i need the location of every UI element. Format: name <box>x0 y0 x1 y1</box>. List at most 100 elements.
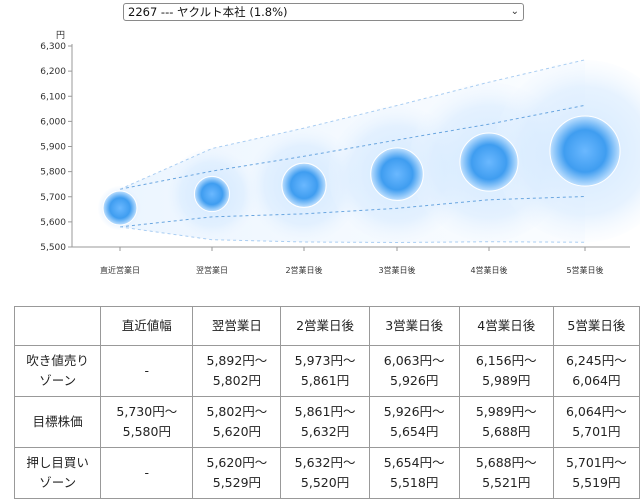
price-value: 5,926円 <box>390 373 439 388</box>
y-tick-label: 5,800 <box>40 168 66 178</box>
table-row: 吹き値売りゾーン - 5,892円〜 5,802円 5,973円〜 5,861円 6,063… <box>13 345 640 397</box>
y-tick-label: 6,300 <box>40 42 66 52</box>
row-label-cell: 吹き値売り ゾーン <box>13 345 102 397</box>
price-range-cell: 6,064円〜 5,701円 <box>552 396 640 448</box>
price-range-cell: 6,245円〜 6,064円 <box>552 345 640 397</box>
table-header-cell: 翌営業日 <box>192 306 282 346</box>
x-tick-label: 2営業日後 <box>285 265 322 275</box>
price-value: 6,063円〜 <box>383 353 445 368</box>
price-value: 5,989円 <box>482 373 531 388</box>
price-range-cell: - <box>100 447 194 499</box>
x-tick-label: 4営業日後 <box>470 265 507 275</box>
price-value: 5,620円 <box>212 424 262 439</box>
price-range-cell: 5,989円〜 5,688円 <box>458 396 554 448</box>
price-value: 5,973円〜 <box>294 353 356 368</box>
outer-upper-line <box>119 59 586 190</box>
price-value: 5,620円〜 <box>206 455 268 470</box>
table-header-row: 直近値幅 翌営業日 2営業日後 3営業日後 4営業日後 5営業日後 <box>13 306 640 346</box>
stock-select-value: 2267 --- ヤクルト本社 (1.8%) <box>128 5 288 19</box>
price-value: 6,245円〜 <box>565 353 627 368</box>
x-tick-label: 5営業日後 <box>566 265 603 275</box>
price-value: 5,892円〜 <box>206 353 268 368</box>
price-table: 直近値幅 翌営業日 2営業日後 3営業日後 4営業日後 5営業日後 吹き値売りゾーン - 5,… <box>13 306 640 499</box>
table-header-cell: 5営業日後 <box>552 306 640 346</box>
target-price-bubble <box>549 115 621 187</box>
price-value: 5,989円〜 <box>475 404 537 419</box>
y-tick-label: 6,100 <box>40 92 66 102</box>
price-range-cell: 5,802円〜 5,620円 <box>192 396 282 448</box>
price-value: 5,701円〜 <box>565 455 627 470</box>
forecast-chart: 円 5,500 5,600 5,700 5,800 5,900 6,000 6,100 6,20… <box>40 30 640 275</box>
outer-lower-line <box>119 226 586 243</box>
price-range-cell: 5,701円〜 5,519円 <box>552 447 640 499</box>
price-range-cell: 5,688円〜 5,521円 <box>458 447 554 499</box>
table-row: 押し目買いゾーン - 5,620円〜 5,529円 5,632円〜 5,520円 5,654… <box>13 447 640 499</box>
y-tick-label: 6,200 <box>40 67 66 77</box>
target-price-bubble <box>102 190 138 226</box>
price-range-cell: 5,730円〜 5,580円 <box>100 396 194 448</box>
x-tick-label: 翌営業日 <box>196 265 228 275</box>
target-price-bubble <box>193 175 231 213</box>
table-corner-cell <box>13 306 102 346</box>
y-tick-label: 6,000 <box>40 117 66 127</box>
y-tick-label: 5,500 <box>40 243 66 253</box>
price-range-cell: 6,063円〜 5,926円 <box>368 345 460 397</box>
table-row: 目標株価 5,730円〜 5,580円 5,802円〜 5,620円 5,861円〜 5,6… <box>13 396 640 448</box>
price-value: 6,064円〜 <box>565 404 627 419</box>
y-tick-label: 5,900 <box>40 143 66 153</box>
price-value: 5,520円 <box>300 475 350 490</box>
row-label-cell: 押し目買い ゾーン <box>13 447 102 499</box>
price-range-cell: 5,926円〜 5,654円 <box>368 396 460 448</box>
target-price-bubble <box>459 132 519 192</box>
price-range-cell: 5,654円〜 5,518円 <box>368 447 460 499</box>
x-tick-label: 直近営業日 <box>100 265 140 275</box>
price-range-cell: - <box>100 345 194 397</box>
price-value: 6,064円 <box>572 373 621 388</box>
row-label-line: 吹き値売り <box>26 353 89 368</box>
price-value: 5,519円 <box>572 475 621 490</box>
price-value: 5,861円〜 <box>294 404 356 419</box>
price-value: - <box>144 465 150 480</box>
price-value: 5,654円〜 <box>383 455 445 470</box>
price-range-cell: 5,632円〜 5,520円 <box>280 447 370 499</box>
upper-band-line <box>119 104 586 190</box>
price-value: 5,802円 <box>212 373 262 388</box>
price-value: 5,730円〜 <box>116 404 178 419</box>
price-value: 5,632円〜 <box>294 455 356 470</box>
price-value: 5,926円〜 <box>383 404 445 419</box>
price-value: 5,701円 <box>572 424 621 439</box>
price-value: 5,521円 <box>482 475 531 490</box>
table-header-cell: 2営業日後 <box>280 306 370 346</box>
row-label-line: 目標株価 <box>32 414 83 429</box>
price-range-cell: 5,861円〜 5,632円 <box>280 396 370 448</box>
price-value: 5,518円 <box>390 475 439 490</box>
y-axis-unit-label: 円 <box>56 30 65 41</box>
y-tick-label: 5,600 <box>40 218 66 228</box>
price-range-cell: 5,973円〜 5,861円 <box>280 345 370 397</box>
price-value: 5,688円 <box>482 424 531 439</box>
target-price-bubble <box>281 162 327 208</box>
row-label-line: ゾーン <box>39 475 77 490</box>
row-label-line: 押し目買い <box>26 455 89 470</box>
price-value: - <box>144 363 150 378</box>
price-value: 5,654円 <box>390 424 439 439</box>
row-label-cell: 目標株価 <box>13 396 102 448</box>
price-value: 6,156円〜 <box>475 353 537 368</box>
chevron-down-icon: ⌄ <box>510 6 519 17</box>
target-price-bubble <box>370 147 424 201</box>
row-label-line: ゾーン <box>39 373 77 388</box>
price-value: 5,861円 <box>300 373 350 388</box>
x-tick-label: 3営業日後 <box>378 265 415 275</box>
lower-band-line <box>119 195 586 228</box>
price-range-cell: 6,156円〜 5,989円 <box>458 345 554 397</box>
y-tick-label: 5,700 <box>40 193 66 203</box>
table-header-cell: 直近値幅 <box>100 306 194 346</box>
price-value: 5,802円〜 <box>206 404 268 419</box>
price-value: 5,688円〜 <box>475 455 537 470</box>
price-range-cell: 5,892円〜 5,802円 <box>192 345 282 397</box>
price-value: 5,529円 <box>212 475 262 490</box>
table-header-cell: 4営業日後 <box>458 306 554 346</box>
price-value: 5,580円 <box>122 424 171 439</box>
price-value: 5,632円 <box>300 424 350 439</box>
stock-select[interactable]: 2267 --- ヤクルト本社 (1.8%) ⌄ <box>123 3 524 21</box>
